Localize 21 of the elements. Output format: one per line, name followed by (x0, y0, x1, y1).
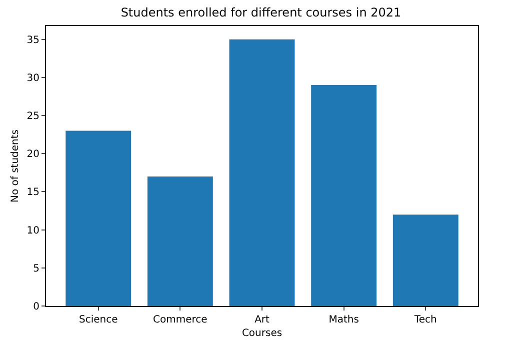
bar (311, 85, 377, 306)
x-tick-label: Art (254, 314, 270, 326)
y-axis-title: No of students (10, 129, 21, 203)
y-tick-label: 35 (26, 34, 40, 46)
bar (392, 214, 458, 306)
chart-title: Students enrolled for different courses in 2021 (120, 5, 402, 20)
x-axis-title: Courses (242, 328, 282, 339)
bar (229, 39, 295, 306)
x-tick-label: Commerce (153, 314, 208, 326)
y-tick-label: 10 (26, 225, 40, 236)
y-tick-label: 0 (33, 302, 40, 312)
y-tick-label: 30 (26, 72, 40, 84)
x-tick-label: Maths (328, 314, 359, 326)
y-tick-label: 25 (26, 111, 40, 122)
bar (66, 130, 132, 306)
y-tick-label: 15 (26, 187, 40, 198)
x-tick-label: Science (78, 314, 118, 326)
y-tick-label: 20 (26, 149, 40, 160)
y-tick-label: 5 (33, 263, 40, 274)
bar (147, 176, 213, 306)
x-tick-label: Tech (413, 314, 437, 326)
